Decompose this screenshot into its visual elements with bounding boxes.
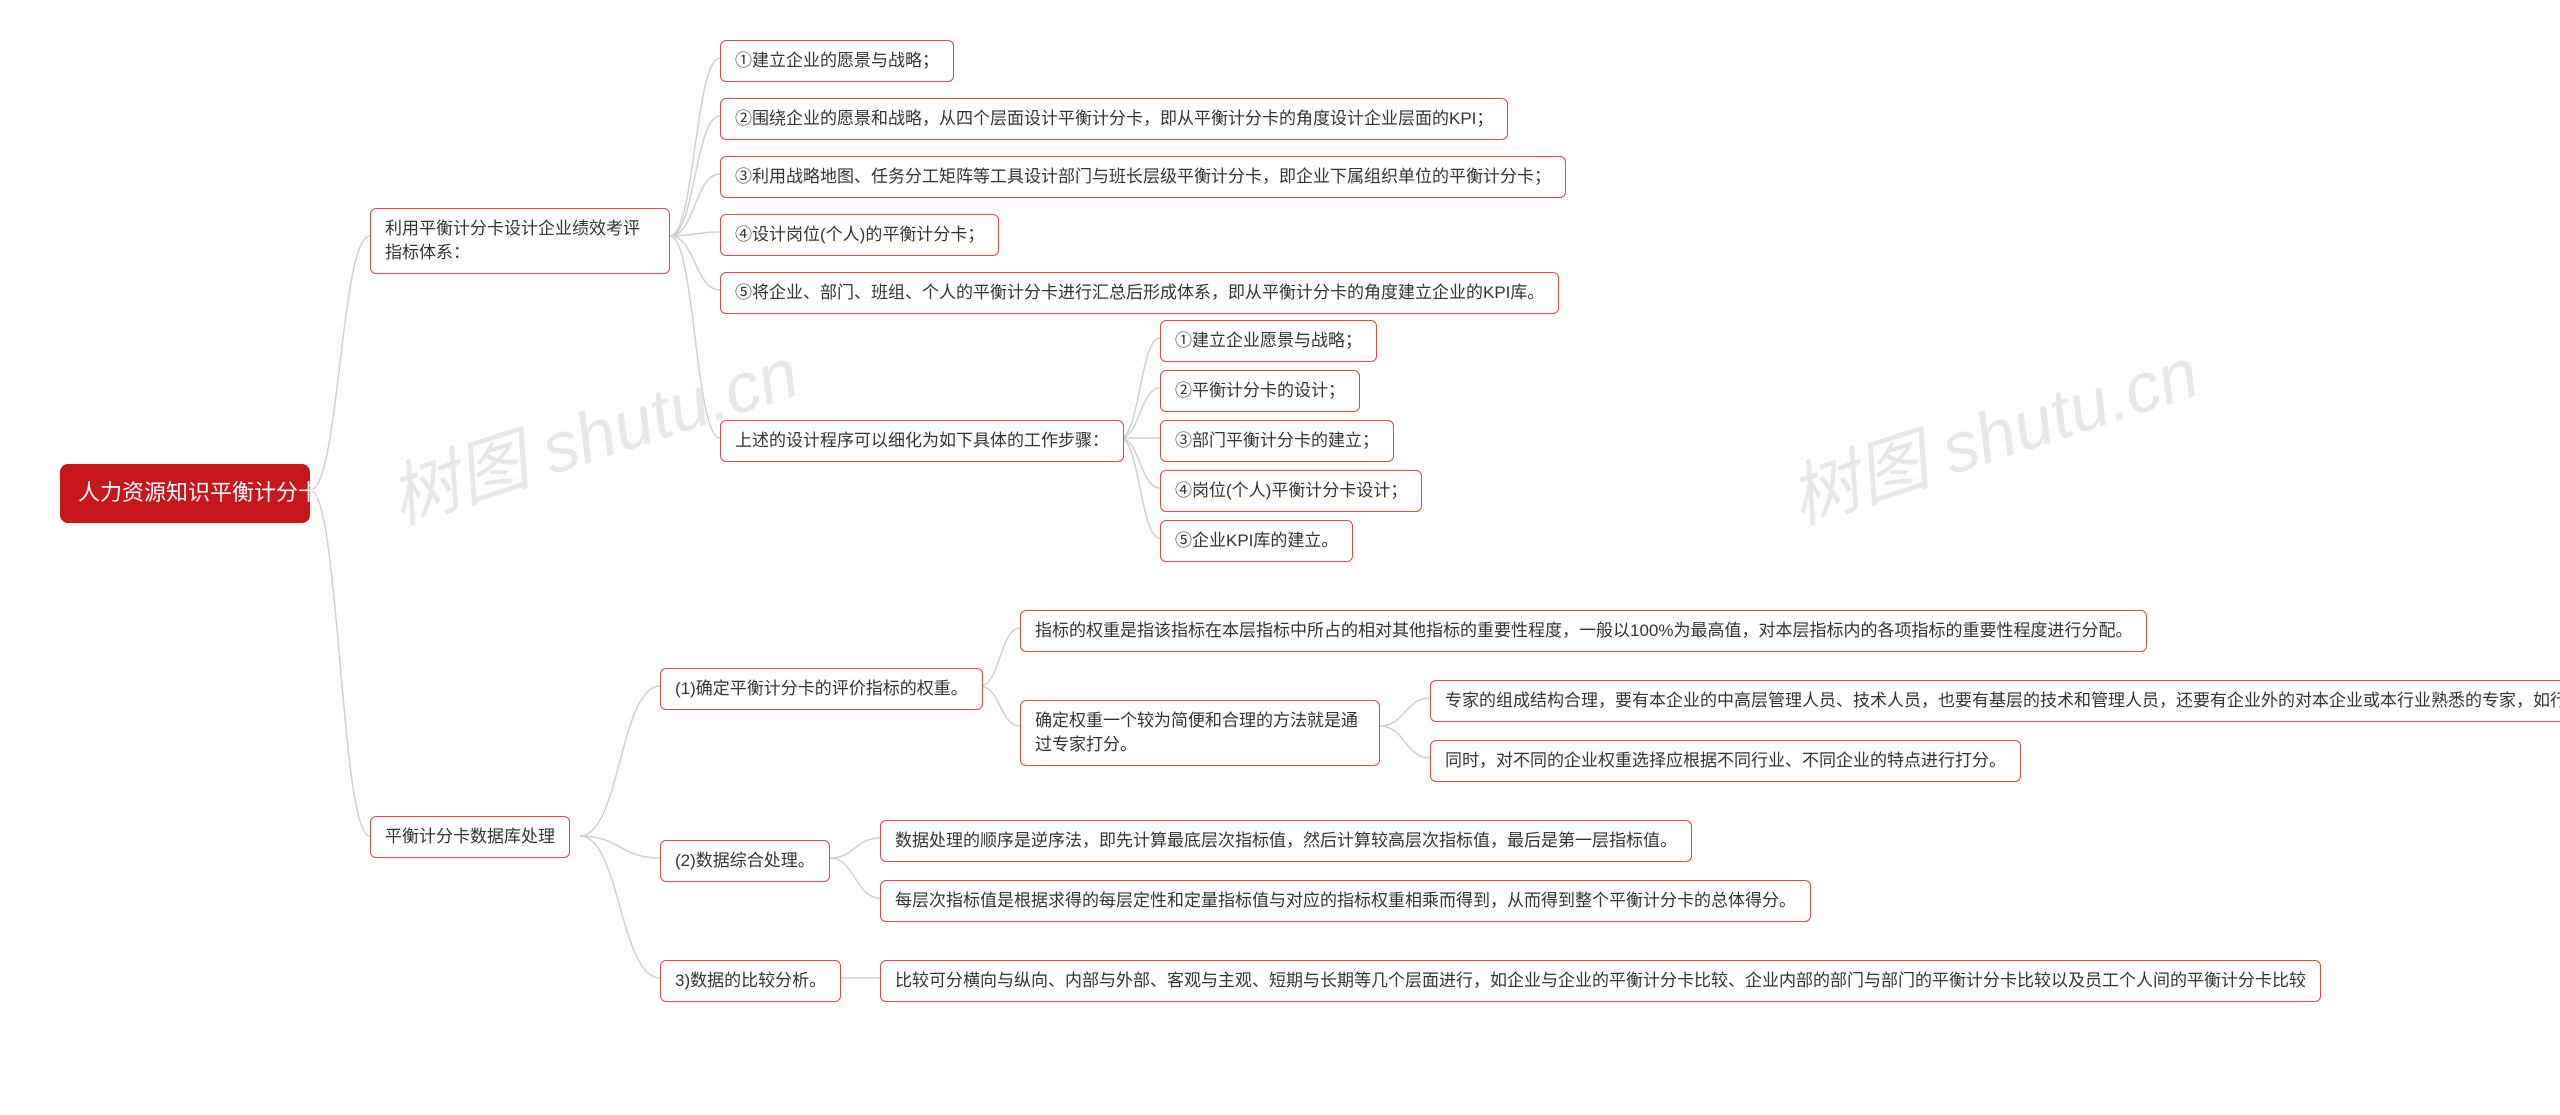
- node-a5[interactable]: ⑤将企业、部门、班组、个人的平衡计分卡进行汇总后形成体系，即从平衡计分卡的角度建…: [720, 272, 1559, 314]
- node-b1[interactable]: (1)确定平衡计分卡的评价指标的权重。: [660, 668, 983, 710]
- node-a4[interactable]: ④设计岗位(个人)的平衡计分卡；: [720, 214, 999, 256]
- node-a6-3[interactable]: ③部门平衡计分卡的建立；: [1160, 420, 1394, 462]
- node-b3-1[interactable]: 比较可分横向与纵向、内部与外部、客观与主观、短期与长期等几个层面进行，如企业与企…: [880, 960, 2321, 1002]
- node-b2-2[interactable]: 每层次指标值是根据求得的每层定性和定量指标值与对应的指标权重相乘而得到，从而得到…: [880, 880, 1811, 922]
- node-b1-2-1[interactable]: 专家的组成结构合理，要有本企业的中高层管理人员、技术人员，也要有基层的技术和管理…: [1430, 680, 2560, 722]
- node-l2a[interactable]: 利用平衡计分卡设计企业绩效考评指标体系：: [370, 208, 670, 274]
- node-a6-4[interactable]: ④岗位(个人)平衡计分卡设计；: [1160, 470, 1422, 512]
- node-l2b[interactable]: 平衡计分卡数据库处理: [370, 816, 570, 858]
- node-a1[interactable]: ①建立企业的愿景与战略；: [720, 40, 954, 82]
- node-b1-2[interactable]: 确定权重一个较为简便和合理的方法就是通过专家打分。: [1020, 700, 1380, 766]
- node-b2[interactable]: (2)数据综合处理。: [660, 840, 830, 882]
- node-a3[interactable]: ③利用战略地图、任务分工矩阵等工具设计部门与班长层级平衡计分卡，即企业下属组织单…: [720, 156, 1566, 198]
- node-a6[interactable]: 上述的设计程序可以细化为如下具体的工作步骤：: [720, 420, 1124, 462]
- node-a6-5[interactable]: ⑤企业KPI库的建立。: [1160, 520, 1353, 562]
- node-b2-1[interactable]: 数据处理的顺序是逆序法，即先计算最底层次指标值，然后计算较高层次指标值，最后是第…: [880, 820, 1692, 862]
- node-b3[interactable]: 3)数据的比较分析。: [660, 960, 841, 1002]
- node-a6-1[interactable]: ①建立企业愿景与战略；: [1160, 320, 1377, 362]
- node-b1-2-2[interactable]: 同时，对不同的企业权重选择应根据不同行业、不同企业的特点进行打分。: [1430, 740, 2021, 782]
- node-a6-2[interactable]: ②平衡计分卡的设计；: [1160, 370, 1360, 412]
- node-b1-1[interactable]: 指标的权重是指该指标在本层指标中所占的相对其他指标的重要性程度，一般以100%为…: [1020, 610, 2147, 652]
- watermark-2: 树图 shutu.cn: [1775, 317, 2210, 544]
- root-node[interactable]: 人力资源知识平衡计分卡: [60, 464, 310, 523]
- node-a2[interactable]: ②围绕企业的愿景和战略，从四个层面设计平衡计分卡，即从平衡计分卡的角度设计企业层…: [720, 98, 1508, 140]
